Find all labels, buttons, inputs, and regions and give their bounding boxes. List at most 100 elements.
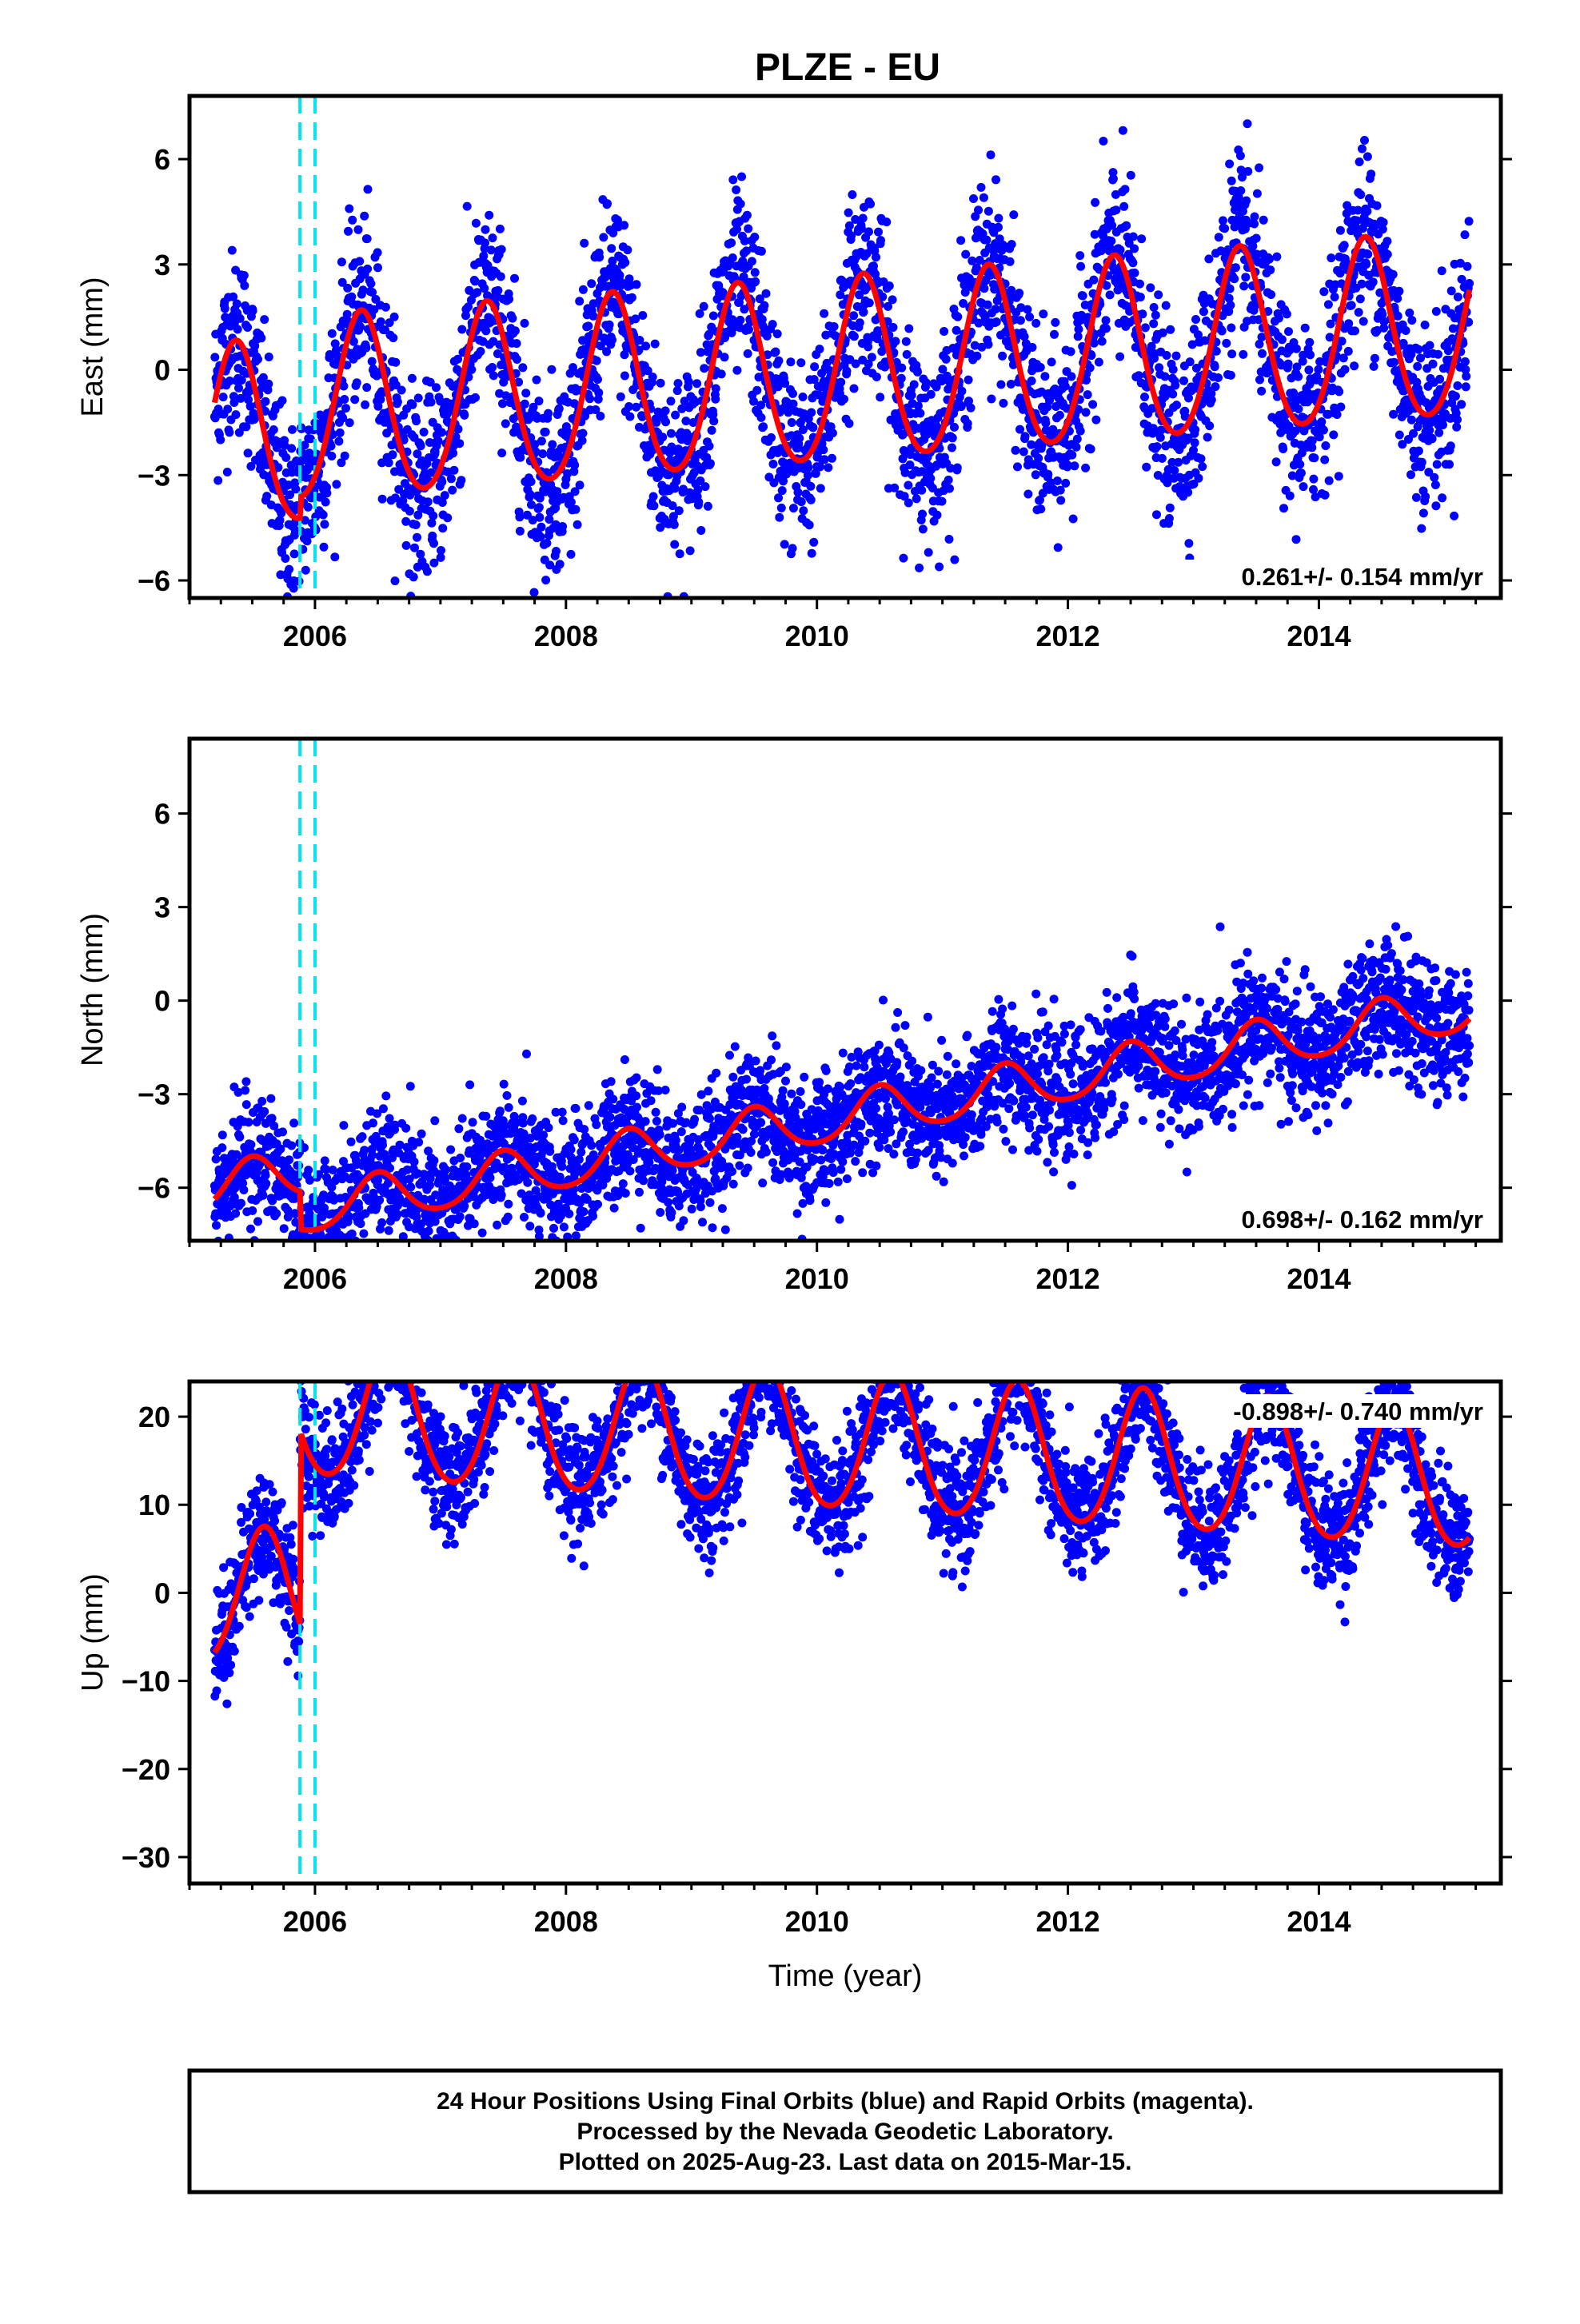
data-point xyxy=(1150,303,1159,312)
data-point xyxy=(572,1104,581,1113)
data-point xyxy=(864,227,873,236)
data-point xyxy=(701,482,710,491)
data-point xyxy=(589,1212,597,1221)
data-point xyxy=(620,258,629,267)
data-point xyxy=(903,350,912,359)
data-point xyxy=(1082,408,1091,417)
data-point xyxy=(674,379,683,388)
data-point xyxy=(489,233,497,242)
data-point xyxy=(1141,323,1150,332)
data-point xyxy=(321,498,330,507)
data-point xyxy=(535,397,544,405)
data-point xyxy=(1431,480,1440,489)
data-point xyxy=(1214,373,1223,382)
data-point xyxy=(381,1091,390,1100)
data-point xyxy=(481,225,490,234)
data-point xyxy=(580,239,589,248)
data-point xyxy=(244,448,253,457)
data-point xyxy=(1358,145,1367,153)
data-point xyxy=(1212,347,1221,356)
data-point xyxy=(261,1179,270,1188)
data-point xyxy=(1359,317,1368,326)
data-point xyxy=(1452,423,1461,432)
data-point xyxy=(1083,390,1092,399)
data-point xyxy=(1412,493,1421,502)
data-point xyxy=(1137,234,1146,243)
y-tick-label: 6 xyxy=(154,143,170,176)
data-point xyxy=(363,234,372,243)
data-point xyxy=(1129,233,1138,241)
data-point xyxy=(1073,435,1082,444)
data-point xyxy=(391,576,400,585)
data-point xyxy=(620,372,629,381)
data-point xyxy=(261,1171,270,1180)
data-point xyxy=(869,261,878,270)
data-point xyxy=(364,185,373,193)
data-point xyxy=(944,476,953,484)
data-point xyxy=(430,1116,439,1125)
data-point xyxy=(319,511,328,520)
data-point xyxy=(872,253,880,261)
data-point xyxy=(982,236,991,245)
data-point xyxy=(1028,343,1037,352)
data-point xyxy=(437,546,445,555)
data-point xyxy=(908,391,916,400)
data-point xyxy=(744,225,752,233)
data-point xyxy=(964,376,973,385)
data-point xyxy=(696,526,705,535)
data-point xyxy=(708,426,716,435)
data-point xyxy=(368,357,377,366)
data-point xyxy=(1169,365,1178,374)
data-point xyxy=(856,318,864,327)
data-point xyxy=(349,337,358,346)
data-point xyxy=(579,1207,588,1216)
data-point xyxy=(233,300,241,309)
y-axis-label: East (mm) xyxy=(76,277,110,417)
data-point xyxy=(767,433,776,442)
data-point xyxy=(385,1226,393,1235)
data-point xyxy=(1198,462,1207,471)
data-point xyxy=(1335,387,1343,396)
data-point xyxy=(378,1141,387,1150)
data-point xyxy=(217,1143,226,1152)
data-point xyxy=(1128,258,1137,267)
data-point xyxy=(608,336,616,345)
x-tick-label: 2012 xyxy=(1036,620,1100,652)
data-point xyxy=(1360,136,1369,145)
data-point xyxy=(667,429,676,438)
data-point xyxy=(471,393,480,402)
data-point xyxy=(864,342,872,351)
data-point xyxy=(290,549,299,558)
data-point xyxy=(510,274,519,283)
data-point xyxy=(281,554,289,563)
data-point xyxy=(235,1133,244,1142)
data-point xyxy=(587,1141,596,1150)
data-point xyxy=(865,298,874,307)
data-point xyxy=(231,1209,240,1218)
data-point xyxy=(1067,373,1076,381)
data-point xyxy=(390,313,399,321)
data-point xyxy=(1051,318,1059,327)
data-point xyxy=(391,358,400,367)
data-point xyxy=(519,1119,528,1128)
data-point xyxy=(1165,514,1174,523)
data-point xyxy=(462,1162,471,1171)
data-point xyxy=(1023,490,1032,499)
y-tick-label: 0 xyxy=(154,354,170,387)
data-point xyxy=(221,305,229,313)
data-point xyxy=(991,175,1000,184)
data-point xyxy=(736,316,744,325)
data-point xyxy=(1413,362,1422,371)
data-point xyxy=(915,564,924,572)
data-point xyxy=(505,1103,513,1112)
data-point xyxy=(1350,361,1359,370)
data-point xyxy=(1272,253,1281,261)
data-point xyxy=(1275,314,1283,323)
data-point xyxy=(998,352,1007,361)
data-point xyxy=(1462,382,1470,391)
data-point xyxy=(579,285,588,294)
data-point xyxy=(964,419,972,428)
data-point xyxy=(641,341,650,350)
data-point xyxy=(1453,415,1462,424)
data-point xyxy=(381,303,390,312)
